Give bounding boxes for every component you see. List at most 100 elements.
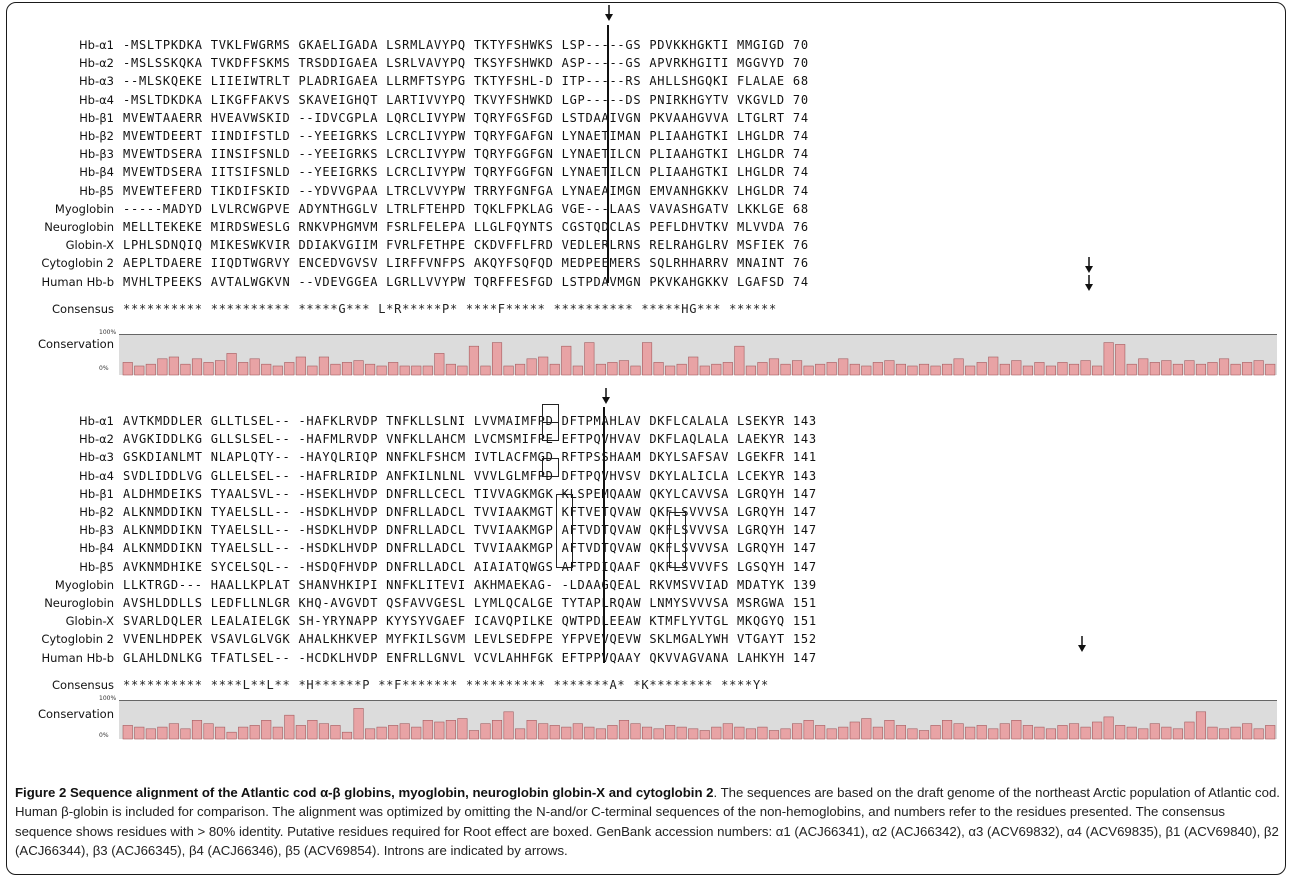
conservation-bar	[1161, 360, 1172, 376]
consensus-sequence: ********** ********** *****G*** L*R*****…	[123, 302, 777, 316]
conservation-bar	[330, 363, 341, 376]
sequence-name: Hb-α4	[79, 468, 114, 483]
conservation-bar	[803, 719, 814, 740]
conservation-bar	[157, 726, 168, 740]
conservation-bar	[861, 718, 872, 740]
conservation-bar	[792, 723, 803, 740]
conservation-bar	[641, 342, 653, 376]
conservation-bar	[261, 719, 272, 740]
conservation-bar	[907, 728, 918, 740]
conservation-bar	[711, 726, 722, 740]
sequence-name: Hb-β2	[79, 129, 114, 143]
conservation-bar	[191, 719, 203, 740]
conservation-bar	[1242, 723, 1253, 740]
conservation-bar	[122, 725, 133, 740]
root-effect-box	[542, 404, 559, 423]
conservation-bar	[284, 362, 295, 376]
conservation-bar	[1207, 726, 1218, 740]
figure-frame: Hb-α1 -MSLTPKDKA TVKLFWGRMS GKAELIGADA LS…	[6, 2, 1286, 875]
conservation-bar	[215, 726, 226, 740]
conservation-bar	[722, 362, 733, 376]
sequence-row: Hb-α3 GSKDIANLMT NLAPLQTY-- -HAYQLRIQP NN…	[7, 448, 1285, 466]
consensus-label: Consensus	[52, 678, 114, 692]
sequence-name: Hb-β3	[79, 147, 114, 162]
sequence-row: Hb-β3 ALKNMDDIKN TYAELSLL-- -HSDKLHVDP DN…	[7, 521, 1285, 539]
sequence-name: Hb-α3	[79, 74, 114, 89]
conservation-bar	[1092, 365, 1103, 376]
conservation-bar	[780, 363, 791, 376]
sequence-name: Globin-X	[65, 614, 114, 629]
conservation-bar	[468, 730, 480, 740]
sequence-row: Hb-α3 --MLSKQEKE LIIEIWTRLT PLADRIGAEA LL…	[7, 72, 1285, 90]
conservation-bar	[353, 708, 364, 740]
conservation-bar	[515, 363, 526, 376]
conservation-bar	[491, 719, 503, 740]
conservation-bar	[1126, 363, 1137, 376]
conservation-bar	[1253, 728, 1264, 740]
conservation-bar	[353, 360, 364, 376]
root-effect-box	[542, 422, 559, 441]
conservation-bar	[1172, 363, 1183, 376]
caption-title: Figure 2 Sequence alignment of the Atlan…	[15, 785, 714, 800]
conservation-bar	[422, 719, 433, 740]
root-effect-box	[556, 494, 573, 568]
conservation-bar	[607, 362, 618, 376]
conservation-bar	[399, 365, 410, 376]
conservation-bar	[942, 719, 953, 740]
conservation-bar	[872, 726, 883, 740]
conservation-bar	[792, 360, 803, 376]
conservation-bar	[445, 719, 456, 740]
sequence-residues: --MLSKQEKE LIIEIWTRLT PLADRIGAEA LLRMFTS…	[123, 74, 809, 89]
sequence-row: Hb-α4 SVDLIDDLVG GLLELSEL-- -HAFRLRIDP AN…	[7, 467, 1285, 485]
conservation-bar	[1103, 716, 1114, 740]
conservation-bar	[1068, 363, 1080, 376]
intron-arrow-icon	[1084, 275, 1094, 291]
conservation-bar	[1207, 362, 1218, 376]
conservation-bar	[399, 723, 410, 740]
conservation-bar	[838, 726, 849, 740]
sequence-row: Globin-X SVARLDQLER LEALAIELGK SH-YRYNAPP…	[7, 612, 1285, 630]
conservation-bar	[1230, 363, 1241, 376]
conservation-bar	[1138, 728, 1149, 740]
conservation-bar	[226, 731, 237, 740]
sequence-residues: AVSHLDDLLS LEDFLLNLGR KHQ-AVGVDT QSFAVVG…	[123, 596, 817, 610]
conservation-bar	[607, 725, 618, 740]
conservation-bar	[1195, 711, 1207, 740]
conservation-bar	[595, 728, 606, 740]
sequence-residues: -MSLTPKDKA TVKLFWGRMS GKAELIGADA LSRMLAV…	[123, 38, 809, 52]
conservation-bar	[1092, 721, 1103, 740]
sequence-residues: -MSLTDKDKA LIKGFFAKVS SKAVEIGHQT LARTIVV…	[123, 92, 809, 107]
conservation-bar	[653, 728, 664, 740]
sequence-row: Neuroglobin MELLTEKEKE MIRDSWESLG RNKVPHG…	[7, 218, 1285, 236]
conservation-bar	[1149, 362, 1160, 376]
conservation-bar	[699, 730, 710, 740]
conservation-bar	[630, 365, 641, 376]
root-effect-box	[669, 512, 686, 568]
conservation-bar	[1253, 360, 1264, 376]
conservation-bar	[757, 362, 768, 376]
conservation-bar	[907, 365, 918, 376]
conservation-bar	[872, 362, 883, 376]
sequence-row: Hb-β5 MVEWTEFERD TIKDIFSKID --YDVVGPAA LT…	[7, 182, 1285, 200]
sequence-residues: ALKNMDDIKN TYAELSLL-- -HSDKLHVDP DNFRLLA…	[123, 505, 817, 519]
conservation-bar	[918, 363, 930, 376]
conservation-bar	[688, 728, 699, 740]
conservation-bar	[341, 362, 353, 376]
figure-caption: Figure 2 Sequence alignment of the Atlan…	[15, 783, 1280, 860]
conservation-bar	[999, 723, 1010, 740]
conservation-bar	[422, 365, 433, 376]
intron-arrow-icon	[604, 5, 614, 21]
conservation-bar	[365, 363, 376, 376]
sequence-residues: MVEWTEFERD TIKDIFSKID --YDVVGPAA LTRCLVV…	[123, 183, 809, 198]
conservation-bar	[1034, 362, 1045, 376]
alignment-block-2: Hb-α1 AVTKMDDLER GLLTLSEL-- -HAFKLRVDP TN…	[7, 398, 1285, 783]
conservation-bar	[1172, 728, 1183, 740]
conservation-bar	[1022, 365, 1033, 376]
conservation-bar	[238, 726, 249, 740]
conservation-bar	[538, 723, 549, 740]
sequence-row: Human Hb-b GLAHLDNLKG TFATLSEL-- -HCDKLHV…	[7, 649, 1285, 667]
sequence-residues: MVEWTDSERA IITSIFSNLD --YEEIGRKS LCRCLIV…	[123, 165, 809, 180]
conservation-bar	[999, 363, 1010, 376]
conservation-bar	[295, 356, 306, 376]
conservation-bar	[1265, 363, 1276, 376]
